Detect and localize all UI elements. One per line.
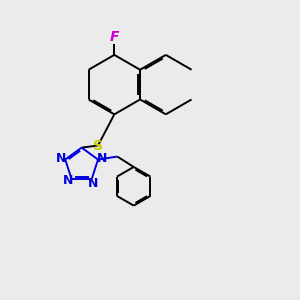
- Text: N: N: [56, 152, 67, 164]
- Text: S: S: [93, 139, 103, 152]
- Text: N: N: [97, 152, 108, 164]
- Text: F: F: [110, 30, 119, 44]
- Text: N: N: [62, 174, 73, 187]
- Text: N: N: [88, 177, 98, 190]
